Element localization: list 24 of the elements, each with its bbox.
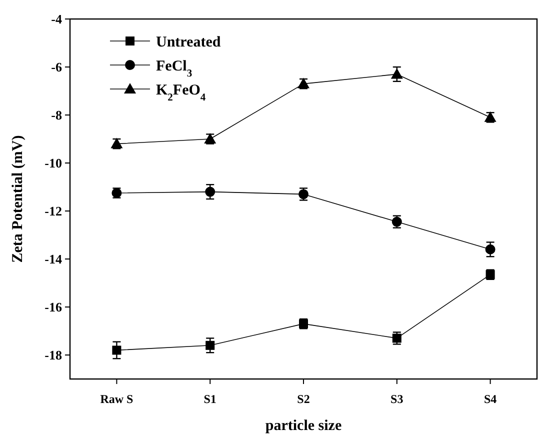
x-axis-title: particle size bbox=[265, 418, 342, 434]
x-tick-label: S1 bbox=[204, 392, 216, 406]
point bbox=[112, 346, 122, 355]
y-tick-label: -14 bbox=[44, 252, 62, 267]
point bbox=[206, 340, 215, 350]
point bbox=[205, 186, 216, 197]
y-axis-title: Zeta Potential (mV) bbox=[10, 135, 26, 263]
legend-label: Untreated bbox=[156, 34, 222, 50]
x-tick-label: Raw S bbox=[100, 392, 134, 406]
y-tick-label: -4 bbox=[51, 12, 62, 27]
legend-label: FeCl$_{3}$ bbox=[156, 58, 192, 79]
x-tick-label: S2 bbox=[297, 392, 310, 406]
y-tick-label: -6 bbox=[51, 60, 62, 75]
y-tick-label: -10 bbox=[44, 156, 62, 171]
point bbox=[390, 68, 403, 79]
legend-label: K$_{2}$FeO$_{4}$ bbox=[156, 82, 206, 103]
y-tick-label: -16 bbox=[44, 300, 62, 315]
point bbox=[392, 334, 402, 343]
y-tick-label: -12 bbox=[44, 204, 62, 219]
x-tick-label: S4 bbox=[484, 392, 497, 406]
x-tick-label: S3 bbox=[390, 392, 404, 406]
point bbox=[485, 244, 496, 254]
y-tick-label: -8 bbox=[51, 108, 62, 123]
y-tick-label: -18 bbox=[44, 348, 62, 363]
